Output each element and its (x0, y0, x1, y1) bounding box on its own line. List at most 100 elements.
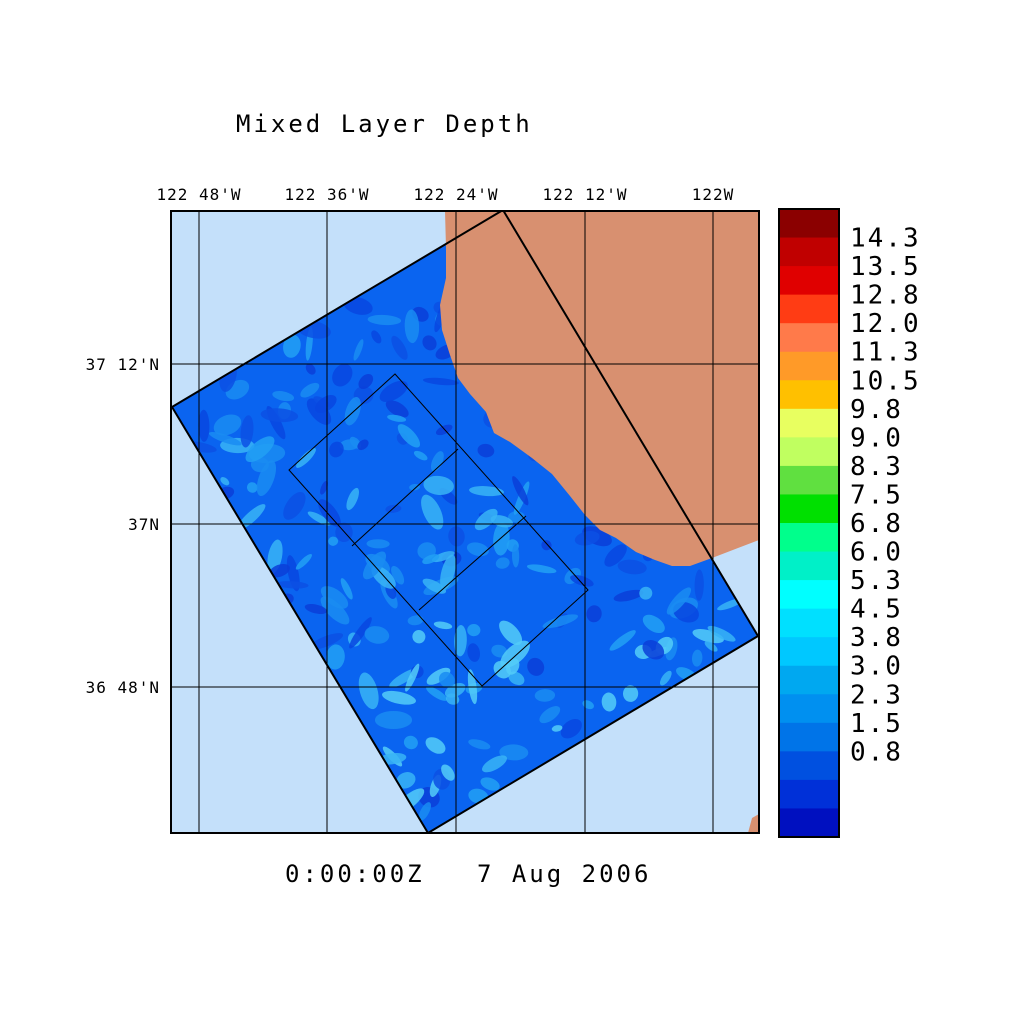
land-mass-south (748, 814, 759, 833)
colorbar-swatch (779, 294, 839, 324)
field-patch (433, 621, 453, 630)
colorbar-swatch (779, 494, 839, 524)
colorbar-swatch (779, 637, 839, 667)
field-patch (349, 617, 372, 649)
field-patch (371, 330, 382, 344)
field-patch (412, 630, 426, 644)
field-patch (495, 557, 510, 569)
field-patch (403, 735, 418, 750)
field-patch (407, 615, 424, 626)
field-patch (353, 339, 364, 361)
colorbar-swatch (779, 351, 839, 381)
inner-domain-divider (418, 515, 527, 611)
field-patch (314, 394, 337, 414)
field-patch (499, 620, 523, 646)
field-patch (387, 414, 407, 422)
colorbar-swatch (779, 237, 839, 267)
field-patch (493, 522, 510, 556)
field-patch (534, 689, 556, 702)
field-patch (570, 575, 594, 587)
colorbar-label: 5.3 (850, 566, 903, 596)
colorbar-swatch (779, 408, 839, 438)
field-patch (404, 309, 420, 344)
field-patch (430, 451, 444, 472)
colorbar-label: 6.8 (850, 509, 903, 539)
inner-domain-outline (288, 373, 589, 687)
field-patch (639, 586, 653, 600)
colorbar-label: 4.5 (850, 595, 903, 625)
field-patch (332, 363, 353, 387)
colorbar-swatch (779, 779, 839, 809)
longitude-label: 122 48'W (156, 185, 241, 204)
inner-domain-divider (351, 448, 459, 547)
field-patch (617, 559, 647, 575)
field-patch (466, 542, 489, 557)
field-patch (511, 544, 520, 568)
field-patch (346, 487, 359, 511)
field-patch (707, 625, 736, 642)
field-patch (441, 764, 455, 781)
colorbar-frame (778, 208, 840, 838)
field-patch (526, 564, 557, 574)
field-patch (260, 408, 299, 423)
field-patch (305, 363, 316, 375)
field-patch (418, 802, 431, 821)
colorbar-swatch (779, 722, 839, 752)
field-patch (694, 569, 704, 601)
field-patch (613, 589, 644, 602)
field-patch (382, 690, 416, 705)
field-patch (482, 755, 507, 773)
colorbar-label: 9.0 (850, 423, 903, 453)
field-patch (413, 450, 428, 461)
colorbar-label: 7.5 (850, 481, 903, 511)
field-patch (304, 604, 328, 614)
colorbar-label: 12.0 (850, 309, 921, 339)
colorbar-swatch (779, 580, 839, 610)
field-patch (326, 644, 345, 670)
field-patch (208, 431, 242, 446)
colorbar-label: 9.8 (850, 395, 903, 425)
field-patch (307, 511, 331, 526)
colorbar-label: 0.8 (850, 737, 903, 767)
field-patch (474, 508, 498, 531)
colorbar-swatch (779, 380, 839, 410)
field-patch (300, 382, 320, 398)
field-patch (425, 737, 446, 754)
field-patch (499, 744, 529, 761)
field-patch (245, 436, 275, 463)
field-patch (423, 475, 454, 495)
field-patch (692, 629, 724, 644)
field-patch (220, 477, 230, 486)
field-patch (320, 480, 328, 495)
latitude-label: 37 12'N (86, 355, 160, 374)
field-patch (586, 605, 602, 623)
field-patch (622, 685, 639, 702)
colorbar-label: 3.0 (850, 652, 903, 682)
field-patch (308, 633, 344, 650)
field-patch (246, 482, 258, 493)
field-patch (320, 586, 349, 609)
field-patch (283, 492, 306, 520)
field-patch (539, 706, 561, 724)
colorbar-label: 14.3 (850, 224, 921, 254)
field-patch (560, 718, 582, 739)
colorbar-swatch (779, 523, 839, 553)
field-patch (283, 334, 301, 358)
field-patch (609, 630, 636, 651)
field-patch (467, 623, 481, 637)
land-mass (440, 211, 759, 566)
field-patch (601, 692, 617, 712)
field-patch (213, 414, 242, 436)
colorbar-swatch (779, 266, 839, 296)
field-patch (491, 644, 508, 658)
field-patch (269, 563, 290, 578)
colorbar: 14.313.512.812.011.310.59.89.08.37.56.86… (778, 208, 921, 838)
field-patch (512, 476, 529, 506)
colorbar-label: 6.0 (850, 538, 903, 568)
field-patch (237, 504, 266, 530)
field-patch (691, 649, 703, 667)
field-patch (422, 554, 440, 565)
colorbar-swatch (779, 665, 839, 695)
colorbar-swatch (779, 694, 839, 724)
